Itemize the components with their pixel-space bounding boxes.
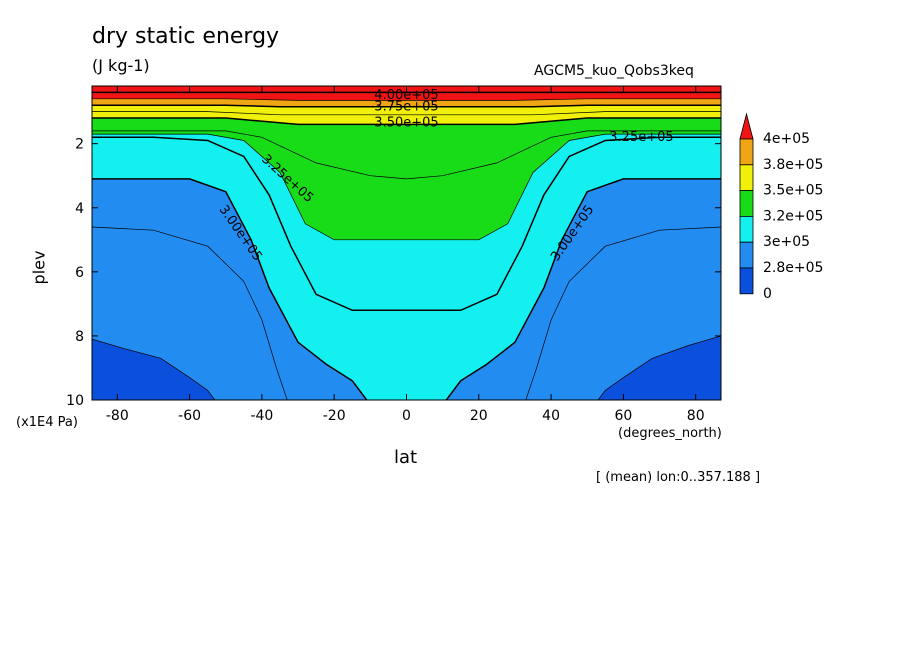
contour-line	[92, 104, 721, 108]
colorbar-swatch	[739, 215, 754, 243]
y-axis-title: plev	[29, 250, 49, 285]
region-below-2.8e+05-0	[92, 339, 215, 400]
colorbar-label: 3.5e+05	[763, 183, 823, 199]
colorbar-label: 0	[763, 286, 772, 302]
y-axis-ticks: 2 4 6 8 10	[66, 137, 721, 409]
contour-line	[92, 117, 721, 126]
y-tick-label: 4	[75, 201, 84, 217]
contour-label: 3.75e+05	[374, 99, 438, 114]
y-tick-label: 10	[66, 393, 84, 409]
colorbar: 4e+05 3.8e+05 3.5e+05 3.2e+05 3e+05 2.8e+05 0	[739, 112, 823, 302]
x-tick-label: 0	[402, 408, 411, 424]
mean-note: [ (mean) lon:0..357.188 ]	[596, 470, 761, 485]
colorbar-label: 3.2e+05	[763, 208, 823, 224]
contour-label: 3.25e+05	[609, 130, 673, 145]
region-4e+05	[92, 86, 721, 101]
x-tick-label: -20	[323, 408, 346, 424]
contour-line	[92, 226, 288, 400]
colorbar-swatch	[739, 267, 754, 295]
x-axis-title: lat	[394, 447, 418, 468]
y-tick-label: 6	[75, 265, 84, 281]
x-tick-label: -40	[250, 408, 273, 424]
contour-line	[92, 98, 721, 101]
contour-line	[92, 178, 368, 400]
contour-line	[92, 130, 721, 180]
x-tick-label: 40	[542, 408, 560, 424]
x-tick-label: 60	[614, 408, 632, 424]
colorbar-label: 3.8e+05	[763, 157, 823, 173]
colorbar-label: 3e+05	[763, 234, 810, 250]
contour-line	[597, 335, 721, 400]
x-tick-label: 20	[470, 408, 488, 424]
contour-label: 3.50e+05	[374, 115, 438, 130]
colorbar-arrow	[739, 112, 754, 140]
contour-line	[92, 136, 721, 312]
contour-line	[92, 133, 721, 241]
chart-title: dry static energy	[92, 24, 280, 49]
colorbar-swatch	[739, 138, 754, 166]
x-axis-unit: (degrees_north)	[618, 426, 722, 441]
x-tick-label: 80	[687, 408, 705, 424]
y-tick-label: 2	[75, 137, 84, 153]
contour-label: 4.00e+05	[374, 88, 438, 103]
contour-line	[525, 226, 721, 400]
contour-line	[92, 338, 216, 400]
colorbar-label: 2.8e+05	[763, 260, 823, 276]
contour-lines	[92, 91, 721, 400]
colorbar-label: 4e+05	[763, 131, 810, 147]
run-name-label: AGCM5_kuo_Qobs3keq	[534, 63, 694, 79]
colorbar-swatch	[739, 164, 754, 192]
x-tick-label: -80	[106, 408, 129, 424]
colorbar-swatch	[739, 190, 754, 217]
y-axis-unit: (x1E4 Pa)	[16, 415, 78, 430]
y-tick-label: 8	[75, 329, 84, 345]
region-below-2.8e+05-1	[598, 335, 721, 400]
region-3.2e+05	[92, 86, 721, 240]
colorbar-swatch	[739, 241, 754, 269]
x-axis-ticks: -80 -60 -40 -20 0 20 40 60 80	[106, 86, 705, 424]
x-tick-label: -60	[178, 408, 201, 424]
units-label: (J kg-1)	[92, 56, 150, 75]
contour-line	[445, 178, 721, 400]
contour-line	[92, 111, 721, 116]
